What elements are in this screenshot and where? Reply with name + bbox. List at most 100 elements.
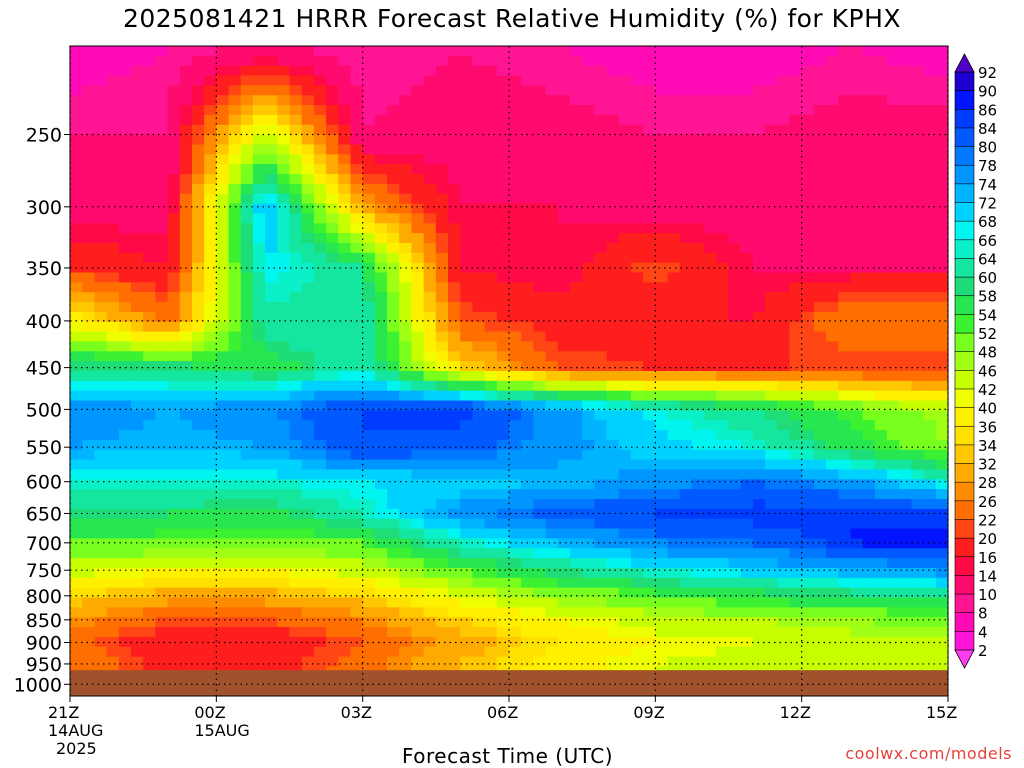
heatmap-cell — [765, 558, 778, 569]
heatmap-cell — [338, 528, 352, 540]
heatmap-cell — [838, 548, 852, 559]
heatmap-cell — [240, 400, 254, 411]
heatmap-cell — [167, 134, 181, 146]
heatmap-cell — [143, 331, 156, 343]
heatmap-cell — [606, 508, 620, 520]
heatmap-cell — [899, 55, 913, 67]
heatmap-cell — [838, 193, 852, 205]
heatmap-cell — [765, 55, 778, 67]
heatmap-cell — [399, 617, 413, 628]
heatmap-cell — [740, 193, 754, 205]
heatmap-cell — [228, 390, 242, 402]
heatmap-cell — [545, 213, 559, 224]
heatmap-cell — [594, 272, 608, 283]
heatmap-cell — [374, 597, 388, 608]
heatmap-cell — [191, 646, 205, 658]
heatmap-cell — [289, 646, 303, 658]
heatmap-cell — [411, 233, 425, 244]
heatmap-cell — [655, 597, 669, 608]
heatmap-cell — [435, 420, 449, 431]
heatmap-cell — [838, 272, 852, 283]
heatmap-cell — [118, 174, 132, 185]
heatmap-cell — [484, 183, 498, 195]
heatmap-cell — [216, 479, 230, 490]
heatmap-cell — [606, 538, 620, 549]
heatmap-cell — [618, 272, 632, 283]
heatmap-cell — [655, 469, 669, 480]
heatmap-cell — [411, 577, 425, 589]
heatmap-cell — [118, 518, 132, 530]
heatmap-cell — [411, 538, 425, 549]
heatmap-cell — [923, 479, 937, 490]
heatmap-cell — [130, 656, 144, 668]
heatmap-cell — [569, 656, 583, 668]
heatmap-cell — [496, 262, 510, 274]
heatmap-cell — [655, 46, 669, 57]
colorbar-band — [954, 239, 975, 260]
heatmap-cell — [155, 548, 169, 559]
heatmap-cell — [167, 567, 181, 579]
heatmap-cell — [826, 410, 839, 421]
heatmap-cell — [765, 85, 778, 96]
heatmap-cell — [191, 449, 205, 461]
heatmap-cell — [374, 311, 388, 323]
heatmap-cell — [887, 311, 900, 323]
heatmap-cell — [204, 361, 217, 372]
heatmap-cell — [826, 351, 839, 362]
heatmap-cell — [606, 272, 620, 283]
heatmap-cell — [448, 85, 461, 96]
heatmap-cell — [240, 341, 254, 352]
heatmap-cell — [374, 55, 388, 67]
heatmap-cell — [82, 262, 95, 274]
heatmap-cell — [655, 183, 669, 195]
heatmap-cell — [509, 75, 522, 86]
heatmap-cell — [472, 617, 486, 628]
heatmap-cell — [704, 144, 717, 155]
heatmap-cell — [509, 656, 522, 668]
heatmap-cell — [509, 183, 522, 195]
heatmap-cell — [228, 242, 242, 254]
heatmap-cell — [350, 410, 364, 421]
heatmap-cell — [130, 193, 144, 205]
heatmap-cell — [606, 134, 620, 146]
heatmap-cell — [716, 449, 730, 461]
heatmap-cell — [350, 134, 364, 146]
heatmap-cell — [533, 144, 547, 155]
heatmap-cell — [667, 400, 681, 411]
credit-link[interactable]: coolwx.com/models — [845, 744, 1012, 763]
heatmap-cell — [326, 351, 339, 362]
heatmap-cell — [521, 302, 534, 313]
heatmap-cell — [874, 331, 888, 343]
heatmap-cell — [118, 242, 132, 254]
heatmap-cell — [265, 75, 278, 86]
heatmap-cell — [313, 499, 327, 510]
heatmap-cell — [606, 439, 620, 451]
heatmap-cell — [484, 508, 498, 520]
heatmap-cell — [826, 233, 839, 244]
heatmap-cell — [496, 420, 510, 431]
heatmap-cell — [472, 587, 486, 599]
heatmap-cell — [191, 439, 205, 451]
y-tick-label: 750 — [26, 560, 62, 582]
heatmap-cell — [338, 479, 352, 490]
heatmap-cell — [496, 331, 510, 343]
heatmap-cell — [82, 489, 95, 500]
heatmap-cell — [118, 341, 132, 352]
heatmap-cell — [374, 213, 388, 224]
heatmap-cell — [655, 371, 669, 382]
heatmap-cell — [777, 371, 791, 382]
heatmap-cell — [228, 636, 242, 648]
heatmap-cell — [923, 272, 937, 283]
heatmap-cell — [789, 262, 803, 274]
heatmap-cell — [411, 46, 425, 57]
heatmap-cell — [277, 223, 291, 234]
heatmap-cell — [765, 302, 778, 313]
heatmap-cell — [899, 587, 913, 599]
heatmap-cell — [716, 439, 730, 451]
heatmap-cell — [582, 479, 595, 490]
heatmap-cell — [289, 183, 303, 195]
heatmap-cell — [874, 134, 888, 146]
heatmap-cell — [911, 361, 925, 372]
heatmap-cell — [704, 587, 717, 599]
heatmap-cell — [557, 538, 571, 549]
